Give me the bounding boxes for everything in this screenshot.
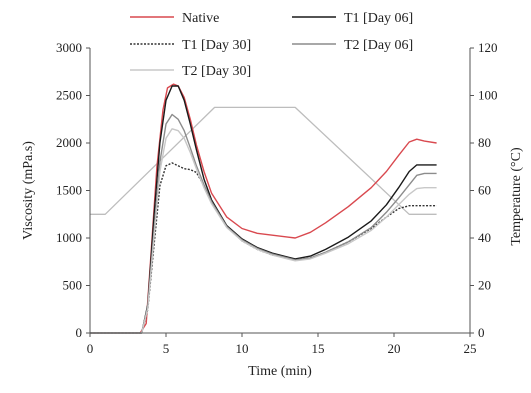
x-tick-label: 15	[312, 341, 325, 356]
x-tick-label: 0	[87, 341, 94, 356]
legend-entry-label: T2 [Day 06]	[344, 38, 413, 53]
legend-entry-label: T1 [Day 30]	[182, 38, 251, 53]
x-tick-label: 10	[236, 341, 249, 356]
legend: Native T1 [Day 06] T1 [Day 30] T2 [Day 06] T…	[130, 11, 413, 79]
series-line-native	[90, 83, 437, 334]
x-tick-label: 25	[464, 341, 477, 356]
legend-entry-label: Native	[182, 11, 219, 26]
y2-tick-label: 120	[478, 40, 498, 55]
series-line-t2-day-06	[90, 113, 437, 334]
series-line-t2-day-30	[90, 128, 437, 334]
y-tick-label: 1500	[56, 183, 82, 198]
y2-tick-label: 100	[478, 88, 498, 103]
y2-tick-label: 0	[478, 325, 485, 340]
y-axis-label: Viscosity (mPa.s)	[21, 141, 36, 240]
legend-entry-label: T2 [Day 30]	[182, 64, 251, 79]
legend-entry-label: T1 [Day 06]	[344, 11, 413, 26]
y2-tick-label: 60	[478, 183, 491, 198]
y2-tick-label: 20	[478, 278, 491, 293]
y-tick-label: 1000	[56, 230, 82, 245]
x-tick-label: 5	[163, 341, 170, 356]
series-layer	[90, 83, 437, 334]
y2-tick-label: 40	[478, 230, 491, 245]
y2-axis-label: Temperature (°C)	[509, 147, 524, 246]
y-tick-label: 500	[63, 278, 83, 293]
y-tick-label: 3000	[56, 40, 82, 55]
y-tick-label: 2500	[56, 88, 82, 103]
series-line-t1-day-30	[90, 162, 437, 334]
series-line-t1-day-06	[90, 85, 437, 334]
y-tick-label: 2000	[56, 135, 82, 150]
x-axis-label: Time (min)	[248, 364, 312, 379]
y2-tick-label: 80	[478, 135, 491, 150]
axes-layer: 0 5 10 15 20 25050010001500200025003000020406…	[56, 40, 498, 356]
y-tick-label: 0	[76, 325, 83, 340]
series-line-temperature	[90, 106, 437, 215]
x-tick-label: 20	[388, 341, 401, 356]
